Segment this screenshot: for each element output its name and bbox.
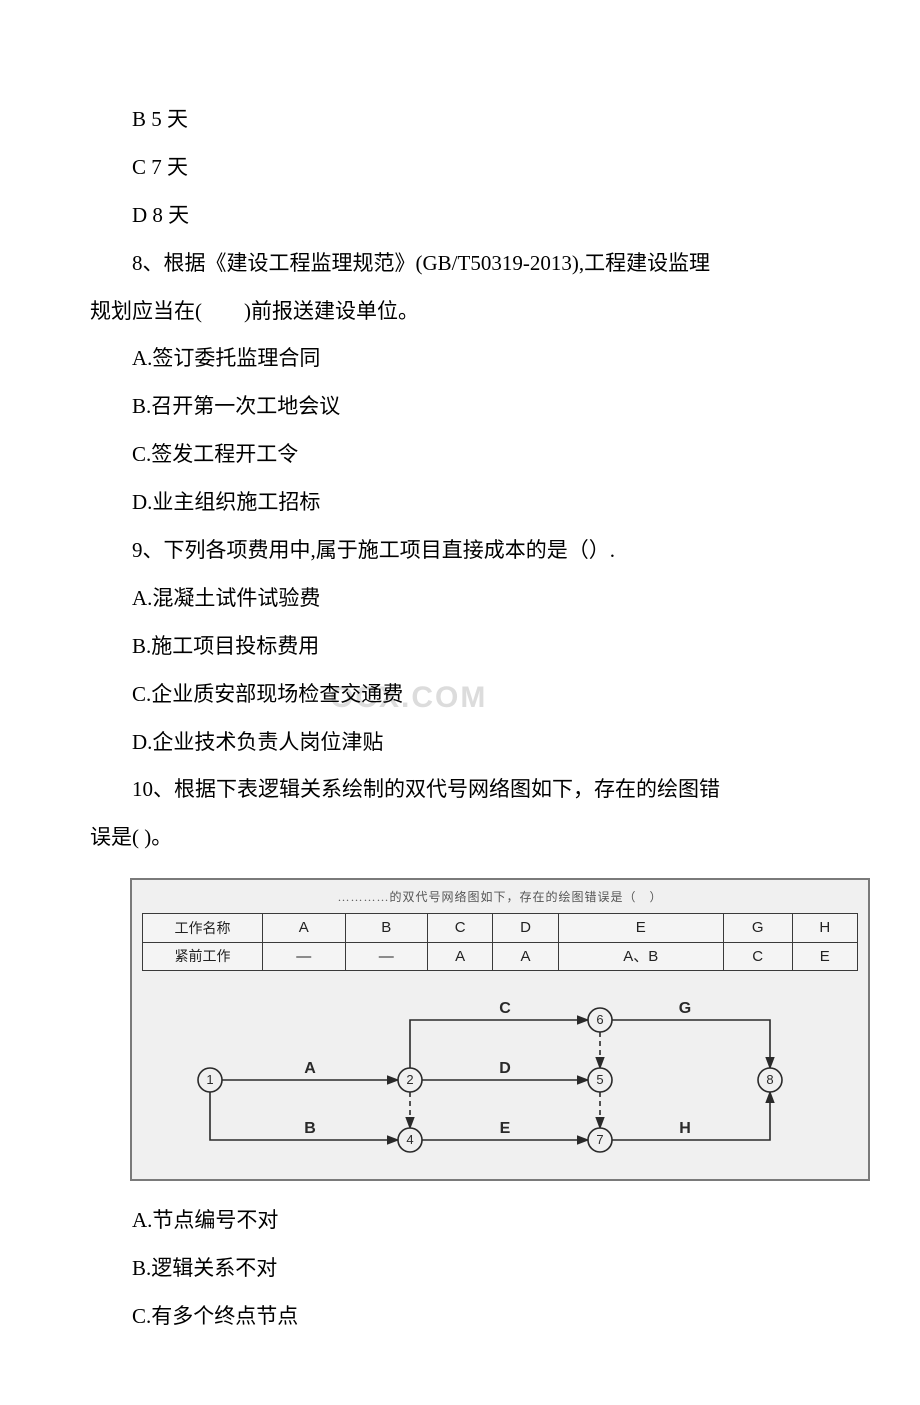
table-cell: A [428,942,493,971]
q10-figure: …………的双代号网络图如下，存在的绘图错误是（ ） 工作名称 A B C D E… [130,878,870,1181]
q10-stem-line2: 误是( )。 [90,818,830,858]
svg-text:2: 2 [406,1072,413,1087]
q9-option-d: D.企业技术负责人岗位津贴 [90,723,830,763]
q8-option-b: B.召开第一次工地会议 [90,387,830,427]
table-cell: C [428,914,493,943]
svg-text:6: 6 [596,1012,603,1027]
q9-option-c: C.企业质安部现场检查交通费 [90,675,830,715]
svg-text:G: G [679,1000,691,1017]
table-cell: H [792,914,857,943]
svg-text:E: E [500,1120,511,1137]
svg-text:H: H [679,1120,691,1137]
svg-text:B: B [304,1120,316,1137]
q9-option-b: B.施工项目投标费用 [90,627,830,667]
q10-option-b: B.逻辑关系不对 [90,1249,830,1289]
table-row: 工作名称 A B C D E G H [143,914,858,943]
table-head-row2: 紧前工作 [143,942,263,971]
table-head-row1: 工作名称 [143,914,263,943]
svg-text:5: 5 [596,1072,603,1087]
table-cell: G [723,914,792,943]
table-cell: A、B [558,942,723,971]
network-diagram: A B C D E G H 1 2 4 6 5 7 8 [160,985,840,1165]
q8-stem-line1: 8、根据《建设工程监理规范》(GB/T50319-2013),工程建设监理 [90,244,830,284]
q8-option-c: C.签发工程开工令 [90,435,830,475]
q7-option-b: B 5 天 [90,100,830,140]
q9-stem: 9、下列各项费用中,属于施工项目直接成本的是（）. [90,531,830,571]
q9-option-a: A.混凝土试件试验费 [90,579,830,619]
svg-text:A: A [304,1060,316,1077]
svg-text:1: 1 [206,1072,213,1087]
q8-option-a: A.签订委托监理合同 [90,339,830,379]
dependency-table: 工作名称 A B C D E G H 紧前工作 — — A A A、B C E [142,913,858,971]
q7-option-c: C 7 天 [90,148,830,188]
svg-text:4: 4 [406,1132,413,1147]
table-cell: B [345,914,428,943]
table-cell: E [558,914,723,943]
table-cell: — [345,942,428,971]
table-cell: A [263,914,346,943]
figure-header-text: …………的双代号网络图如下，存在的绘图错误是（ ） [142,886,858,909]
svg-text:C: C [499,1000,511,1017]
table-cell: D [493,914,558,943]
q10-stem-line1: 10、根据下表逻辑关系绘制的双代号网络图如下，存在的绘图错 [90,770,830,810]
q8-stem-line2: 规划应当在( )前报送建设单位。 [90,292,830,332]
svg-text:7: 7 [596,1132,603,1147]
q10-option-c: C.有多个终点节点 [90,1297,830,1337]
q8-option-d: D.业主组织施工招标 [90,483,830,523]
svg-text:D: D [499,1060,511,1077]
table-cell: C [723,942,792,971]
svg-text:8: 8 [766,1072,773,1087]
q7-option-d: D 8 天 [90,196,830,236]
table-cell: E [792,942,857,971]
table-row: 紧前工作 — — A A A、B C E [143,942,858,971]
table-cell: — [263,942,346,971]
q10-option-a: A.节点编号不对 [90,1201,830,1241]
table-cell: A [493,942,558,971]
